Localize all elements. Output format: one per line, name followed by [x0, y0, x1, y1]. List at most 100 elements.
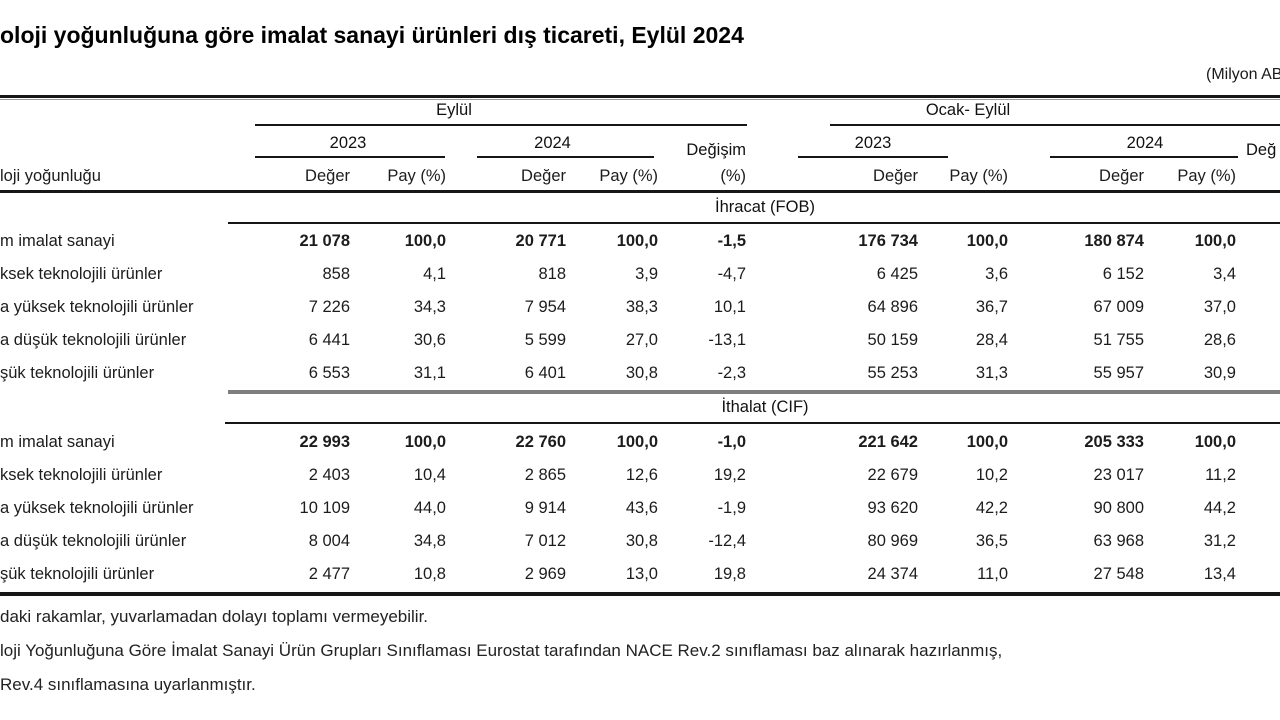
cell-value: 50 159	[867, 331, 918, 349]
cell-value: 93 620	[867, 499, 918, 517]
cell-value: 30,9	[1203, 364, 1236, 382]
cell-value: 10,8	[413, 565, 446, 583]
year-2024-left-underline	[477, 156, 654, 158]
cell-value: 180 874	[1084, 232, 1144, 250]
cell-value: 3,6	[985, 265, 1008, 283]
cell-value: 11,2	[1205, 466, 1236, 484]
cell-value: 4,1	[423, 265, 446, 283]
cell-value: 2 969	[524, 565, 566, 583]
table-row: ksek teknolojili ürünler 858 4,1 818 3,9 -4,7…	[0, 258, 1280, 291]
header-bottom-border	[0, 190, 1280, 193]
period-group-eylul: Eylül	[436, 101, 472, 119]
cell-empty	[1236, 258, 1280, 291]
cell-value: 176 734	[858, 232, 918, 250]
cell-value: -12,4	[708, 532, 746, 550]
cell-value: -1,5	[717, 232, 746, 250]
cell-value: 2 865	[524, 466, 566, 484]
period-group-eylul-underline	[255, 124, 747, 126]
col-header-deger: Değer	[521, 167, 566, 185]
footnote-1: daki rakamlar, yuvarlamadan dolayı topla…	[0, 607, 429, 626]
cell-value: 5 599	[524, 331, 566, 349]
cell-value: -13,1	[708, 331, 746, 349]
cell-value: 67 009	[1093, 298, 1144, 316]
cell-value: -2,3	[717, 364, 746, 382]
cell-empty	[1236, 459, 1280, 492]
cell-value: 30,8	[625, 532, 658, 550]
cell-value: 19,2	[713, 466, 746, 484]
cell-empty	[1236, 357, 1280, 390]
cell-value: 28,4	[975, 331, 1008, 349]
cell-value: 90 800	[1093, 499, 1144, 517]
row-label: a yüksek teknolojili ürünler	[0, 298, 194, 316]
cell-value: 6 401	[524, 364, 566, 382]
col-header-pay: Pay (%)	[949, 167, 1008, 185]
cell-value: 858	[322, 265, 350, 283]
section-ithalat-rows: m imalat sanayi 22 993 100,0 22 760 100,0 -1,…	[0, 426, 1280, 591]
cell-value: 22 760	[515, 433, 566, 451]
cell-value: 818	[538, 265, 566, 283]
cell-value: 7 226	[308, 298, 350, 316]
cell-value: -1,9	[717, 499, 746, 517]
table-bottom-border	[0, 592, 1280, 596]
row-label: şük teknolojili ürünler	[0, 565, 155, 583]
cell-value: 30,6	[413, 331, 446, 349]
period-group-ocak-eylul: Ocak- Eylül	[925, 101, 1011, 119]
table-row: m imalat sanayi 21 078 100,0 20 771 100,0 -1,…	[0, 225, 1280, 258]
cell-value: 8 004	[308, 532, 350, 550]
cell-value: 64 896	[867, 298, 918, 316]
table-row: ksek teknolojili ürünler 2 403 10,4 2 865 12…	[0, 459, 1280, 492]
cell-value: 100,0	[1194, 433, 1236, 451]
table-top-border-shadow	[0, 99, 1280, 100]
cell-value: 28,6	[1203, 331, 1236, 349]
table-row: a düşük teknolojili ürünler 6 441 30,6 5 59…	[0, 324, 1280, 357]
cell-value: 100,0	[1194, 232, 1236, 250]
row-label: m imalat sanayi	[0, 232, 115, 250]
cell-value: 38,3	[625, 298, 658, 316]
cell-value: 3,9	[635, 265, 658, 283]
cell-value: 31,2	[1203, 532, 1236, 550]
section-separator	[228, 390, 1280, 394]
cell-value: 3,4	[1213, 265, 1236, 283]
cell-value: 7 954	[524, 298, 566, 316]
row-label: a düşük teknolojili ürünler	[0, 532, 187, 550]
row-label: a yüksek teknolojili ürünler	[0, 499, 194, 517]
cell-value: 44,2	[1203, 499, 1236, 517]
col-header-deger: Değer	[1099, 167, 1144, 185]
year-2023-right: 2023	[854, 134, 892, 152]
row-dimension-header: loji yoğunluğu	[0, 167, 101, 185]
cell-value: 100,0	[404, 433, 446, 451]
year-2023-left: 2023	[329, 134, 367, 152]
cell-value: 10,1	[713, 298, 746, 316]
cell-value: 6 553	[308, 364, 350, 382]
unit-note: (Milyon AB	[1206, 66, 1280, 83]
cell-value: -1,0	[717, 433, 746, 451]
table-row: a düşük teknolojili ürünler 8 004 34,8 7 01…	[0, 525, 1280, 558]
cell-value: 10 109	[299, 499, 350, 517]
row-label: m imalat sanayi	[0, 433, 115, 451]
cell-value: 100,0	[966, 232, 1008, 250]
row-label: ksek teknolojili ürünler	[0, 265, 163, 283]
cell-value: 7 012	[524, 532, 566, 550]
cell-value: 12,6	[625, 466, 658, 484]
change-header-right-partial: Değ	[1246, 141, 1277, 159]
year-2024-right: 2024	[1126, 134, 1164, 152]
table-top-border	[0, 95, 1280, 98]
year-2023-left-underline	[255, 156, 445, 158]
cell-value: 55 253	[867, 364, 918, 382]
cell-value: 51 755	[1093, 331, 1144, 349]
cell-value: 63 968	[1093, 532, 1144, 550]
section-ihracat-rows: m imalat sanayi 21 078 100,0 20 771 100,0 -1,…	[0, 225, 1280, 390]
cell-value: 31,1	[413, 364, 446, 382]
table-row: şük teknolojili ürünler 2 477 10,8 2 969 13,…	[0, 558, 1280, 591]
change-header: Değişim	[686, 141, 746, 159]
section-title-ithalat: İthalat (CIF)	[721, 398, 809, 416]
section-ihracat-underline	[228, 222, 1280, 224]
cell-value: 19,8	[713, 565, 746, 583]
cell-value: 55 957	[1093, 364, 1144, 382]
cell-value: 31,3	[975, 364, 1008, 382]
cell-value: 100,0	[616, 232, 658, 250]
cell-empty	[1236, 525, 1280, 558]
cell-value: 13,0	[625, 565, 658, 583]
year-2024-left: 2024	[534, 134, 571, 152]
